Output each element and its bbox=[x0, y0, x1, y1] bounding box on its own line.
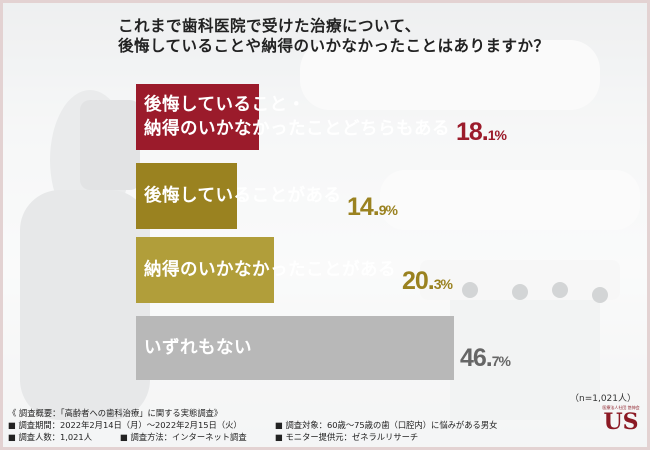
footer-count: ■ 調査人数：1,021人 bbox=[8, 432, 93, 442]
bar-4-label-line-1: いずれもない bbox=[144, 338, 252, 358]
footer-method: ■ 調査方法：インターネット調査 bbox=[120, 432, 247, 442]
bar-1-label-line-1: 後悔していること・ bbox=[144, 95, 306, 115]
logo: 医療法人社団 悠伸会 US bbox=[600, 405, 642, 445]
question-title: これまで歯科医院で受けた治療について、 後悔していることや納得のいかなかったこと… bbox=[118, 16, 638, 56]
bar-3-label-line-1: 納得のいかなかったことがある bbox=[144, 260, 396, 280]
footer-period: ■ 調査期間：2022年2月14日（月）〜2022年2月15日（火） bbox=[8, 420, 242, 430]
bar-3 bbox=[136, 237, 274, 303]
bar-1-label-line-2: 納得のいかなかったことどちらもある bbox=[144, 119, 450, 139]
bar-1 bbox=[136, 84, 259, 150]
question-line-1: これまで歯科医院で受けた治療について、 bbox=[118, 17, 421, 35]
question-line-2: 後悔していることや納得のいかなかったことはありますか？ bbox=[118, 37, 550, 55]
footer-title: 《 調査概要：「高齢者への歯科治療」に関する実態調査》 bbox=[8, 408, 223, 418]
logo-text: US bbox=[603, 409, 639, 435]
bar-2-label-line-1: 後悔していることがある bbox=[144, 186, 342, 206]
footer-target: ■ 調査対象：60歳〜75歳の歯（口腔内）に悩みがある男女 bbox=[275, 420, 498, 430]
bar-3-value-label: 20.3% bbox=[402, 267, 453, 295]
bar-2 bbox=[136, 163, 237, 229]
bar-4-value-label: 46.7% bbox=[460, 344, 511, 372]
bar-1-value-label: 18.1% bbox=[456, 118, 507, 146]
logo-small-text: 医療法人社団 悠伸会 bbox=[602, 405, 640, 410]
sample-size-note: （n=1,021人） bbox=[570, 394, 637, 404]
footer-provider: ■ モニター提供元：ゼネラルリサーチ bbox=[275, 432, 419, 442]
bar-4 bbox=[136, 316, 454, 380]
bar-2-value-label: 14.9% bbox=[347, 193, 398, 221]
